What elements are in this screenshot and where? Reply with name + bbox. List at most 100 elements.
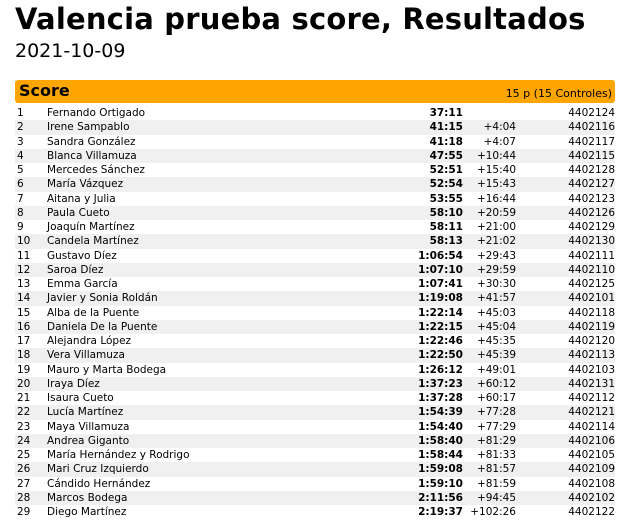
time-behind: +102:26 — [470, 506, 516, 518]
name: Iraya Díez — [47, 377, 100, 390]
time-behind: +4:07 — [483, 135, 516, 148]
table-row: 14 Javier y Sonia Roldán 1:19:08 +41:57 4402… — [15, 291, 615, 306]
name: Sandra González — [47, 135, 136, 148]
rank: 15 — [17, 306, 31, 319]
card-number: 4402119 — [568, 320, 615, 333]
time: 37:11 — [429, 107, 463, 119]
name: Aitana y Julia — [47, 192, 116, 205]
page-title: Valencia prueba score, Resultados — [15, 2, 586, 36]
table-row: 25 María Hernández y Rodrigo 1:58:44 +81:33… — [15, 448, 615, 462]
name: Candela Martínez — [47, 235, 139, 248]
rank: 9 — [17, 221, 24, 233]
rank: 25 — [17, 449, 31, 461]
table-row: 21 Isaura Cueto 1:37:28 +60:17 4402112 — [15, 391, 615, 405]
table-row: 28 Marcos Bodega 2:11:56 +94:45 4402102 — [15, 490, 615, 505]
rank: 4 — [17, 149, 24, 162]
time: 52:54 — [429, 178, 463, 191]
name: Mari Cruz Izquierdo — [47, 463, 149, 476]
table-row: 7 Aitana y Julia 53:55 +16:44 4402123 — [15, 192, 615, 206]
time-behind: +45:39 — [476, 349, 516, 362]
name: Cándido Hernández — [47, 477, 151, 490]
card-number: 4402117 — [568, 135, 615, 148]
time-behind: +60:12 — [476, 377, 516, 390]
time-behind: +30:30 — [476, 278, 516, 290]
rank: 12 — [17, 263, 31, 276]
name: Blanca Villamuza — [47, 149, 137, 162]
time: 58:13 — [429, 235, 463, 248]
table-row: 15 Alba de la Puente 1:22:14 +45:03 4402118 — [15, 306, 615, 320]
rank: 5 — [17, 164, 24, 176]
card-number: 4402109 — [568, 463, 615, 476]
name: Vera Villamuza — [47, 349, 125, 362]
rank: 19 — [17, 363, 31, 376]
time-behind: +60:17 — [476, 392, 516, 404]
name: María Vázquez — [47, 178, 124, 191]
time-behind: +81:57 — [476, 463, 516, 476]
name: Gustavo Díez — [47, 249, 117, 262]
time: 1:59:08 — [418, 463, 463, 476]
rank: 23 — [17, 420, 31, 433]
rank: 21 — [17, 392, 31, 404]
name: Joaquín Martínez — [47, 221, 135, 233]
table-row: 18 Vera Villamuza 1:22:50 +45:39 4402113 — [15, 348, 615, 363]
rank: 26 — [17, 463, 31, 476]
card-number: 4402114 — [568, 420, 615, 433]
card-number: 4402122 — [568, 506, 615, 518]
name: Fernando Ortigado — [47, 107, 146, 119]
time-behind: +45:04 — [476, 320, 516, 333]
time: 1:22:14 — [418, 306, 463, 319]
name: Alba de la Puente — [47, 306, 140, 319]
table-row: 20 Iraya Díez 1:37:23 +60:12 4402131 — [15, 376, 615, 391]
time: 2:19:37 — [418, 506, 463, 518]
time: 53:55 — [429, 192, 463, 205]
rank: 6 — [17, 178, 24, 191]
rank: 22 — [17, 406, 31, 419]
time-behind: +77:28 — [476, 406, 516, 419]
time: 1:58:40 — [418, 434, 463, 447]
table-row: 8 Paula Cueto 58:10 +20:59 4402126 — [15, 205, 615, 220]
time: 1:07:41 — [418, 278, 463, 290]
card-number: 4402105 — [568, 449, 615, 461]
time: 41:15 — [429, 121, 463, 134]
time: 58:10 — [429, 206, 463, 219]
time-behind: +49:01 — [476, 363, 516, 376]
table-row: 27 Cándido Hernández 1:59:10 +81:59 4402108 — [15, 477, 615, 491]
card-number: 4402112 — [568, 392, 615, 404]
time-behind: +21:00 — [476, 221, 516, 233]
time: 47:55 — [429, 149, 463, 162]
rank: 14 — [17, 292, 31, 305]
time: 1:22:50 — [418, 349, 463, 362]
name: Paula Cueto — [47, 206, 110, 219]
time: 1:19:08 — [418, 292, 463, 305]
rank: 7 — [17, 192, 24, 205]
name: Daniela De la Puente — [47, 320, 158, 333]
class-info: 15 p (15 Controles) — [505, 87, 612, 100]
rank: 2 — [17, 121, 24, 134]
card-number: 4402101 — [568, 292, 615, 305]
card-number: 4402111 — [568, 249, 615, 262]
time-behind: +20:59 — [476, 206, 516, 219]
table-row: 9 Joaquín Martínez 58:11 +21:00 4402129 — [15, 220, 615, 234]
table-row: 29 Diego Martínez 2:19:37 +102:26 4402122 — [15, 505, 615, 519]
time: 2:11:56 — [418, 491, 463, 504]
rank: 8 — [17, 206, 24, 219]
time: 1:54:39 — [418, 406, 463, 419]
time: 41:18 — [429, 135, 463, 148]
rank: 10 — [17, 235, 31, 248]
name: Marcos Bodega — [47, 491, 128, 504]
rank: 27 — [17, 477, 31, 490]
time-behind: +45:35 — [476, 335, 516, 347]
name: Irene Sampablo — [47, 121, 130, 134]
table-row: 17 Alejandra López 1:22:46 +45:35 4402120 — [15, 334, 615, 348]
time-behind: +81:29 — [476, 434, 516, 447]
card-number: 4402129 — [568, 221, 615, 233]
time-behind: +41:57 — [476, 292, 516, 305]
time: 52:51 — [429, 164, 463, 176]
card-number: 4402120 — [568, 335, 615, 347]
event-date: 2021-10-09 — [15, 40, 126, 62]
table-row: 19 Mauro y Marta Bodega 1:26:12 +49:01 44021… — [15, 363, 615, 377]
table-row: 23 Maya Villamuza 1:54:40 +77:29 4402114 — [15, 420, 615, 434]
rank: 24 — [17, 434, 31, 447]
table-row: 16 Daniela De la Puente 1:22:15 +45:04 44021… — [15, 319, 615, 334]
time-behind: +29:43 — [476, 249, 516, 262]
